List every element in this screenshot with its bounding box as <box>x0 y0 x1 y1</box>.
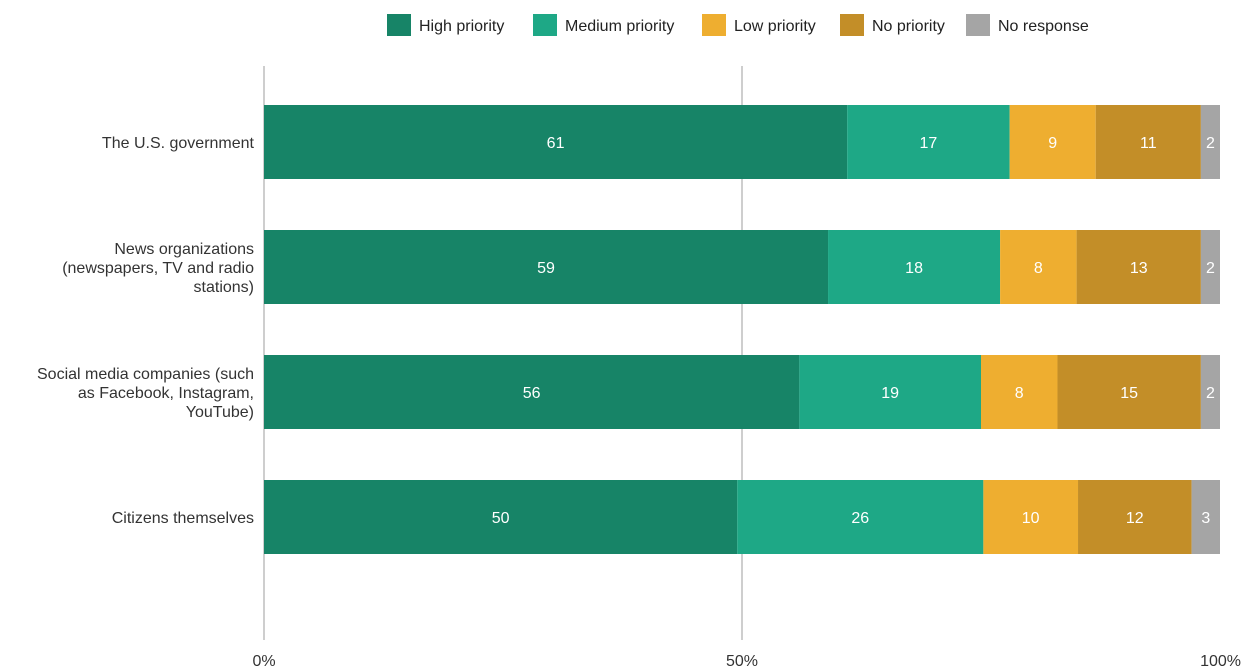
tick-label: 0% <box>252 653 275 668</box>
data-label: 2 <box>1206 135 1215 152</box>
tick-label: 50% <box>726 653 758 668</box>
data-label: 61 <box>547 135 565 152</box>
bar-segment <box>981 355 1058 429</box>
data-label: 17 <box>920 135 938 152</box>
data-label: 50 <box>492 510 510 527</box>
bar-segment <box>847 105 1010 179</box>
bars: 61 17 9 11 2 59 18 8 13 2 56 19 8 15 2 50 26 10 12 3 <box>264 105 1220 554</box>
category-label: The U.S. government <box>102 135 255 152</box>
data-label: 12 <box>1126 510 1144 527</box>
data-label: 13 <box>1130 260 1148 277</box>
data-label: 8 <box>1015 385 1024 402</box>
bar-segment <box>983 480 1079 554</box>
data-label: 56 <box>523 385 541 402</box>
x-axis-ticks: 0% 50% 100% <box>252 653 1241 668</box>
data-label: 2 <box>1206 385 1215 402</box>
legend-swatch <box>387 14 411 36</box>
legend-swatch <box>840 14 864 36</box>
data-label: 59 <box>537 260 555 277</box>
bar-segment <box>1009 105 1096 179</box>
category-label: News organizations (newspapers, TV and ra… <box>62 241 254 296</box>
bar-segment <box>1057 355 1201 429</box>
bar-segment <box>1200 230 1220 304</box>
legend-swatch <box>966 14 990 36</box>
bar-segment <box>1191 480 1220 554</box>
data-label: 3 <box>1201 510 1210 527</box>
legend-swatch <box>702 14 726 36</box>
legend-label: Low priority <box>734 18 816 35</box>
tick-label: 100% <box>1200 653 1241 668</box>
bar-segment <box>264 355 800 429</box>
category-label: Citizens themselves <box>112 510 254 527</box>
data-label: 18 <box>905 260 923 277</box>
bar-segment <box>737 480 984 554</box>
bar-segment <box>264 480 738 554</box>
bar-segment <box>264 105 848 179</box>
bar-segment <box>1200 105 1220 179</box>
legend-label: High priority <box>419 18 504 35</box>
category-label: Social media companies (such as Facebook,… <box>37 366 254 421</box>
data-label: 8 <box>1034 260 1043 277</box>
data-label: 2 <box>1206 260 1215 277</box>
bar-segment <box>1200 355 1220 429</box>
legend-label: No priority <box>872 18 945 35</box>
bar-segment <box>264 230 829 304</box>
bar-segment <box>1095 105 1201 179</box>
category-labels: The U.S. government News organizations (ne… <box>37 135 255 527</box>
data-label: 15 <box>1120 385 1138 402</box>
bar-segment <box>1076 230 1201 304</box>
data-label: 26 <box>851 510 869 527</box>
data-label: 19 <box>881 385 899 402</box>
bar-segment <box>828 230 1001 304</box>
data-label: 10 <box>1022 510 1040 527</box>
data-label: 9 <box>1048 135 1057 152</box>
legend-swatch <box>533 14 557 36</box>
data-label: 11 <box>1140 135 1157 152</box>
bar-segment <box>1078 480 1192 554</box>
legend: High priority Medium priority Low priority… <box>387 14 1089 36</box>
legend-label: Medium priority <box>565 18 674 35</box>
bar-segment <box>1000 230 1077 304</box>
bar-segment <box>799 355 981 429</box>
legend-label: No response <box>998 18 1089 35</box>
